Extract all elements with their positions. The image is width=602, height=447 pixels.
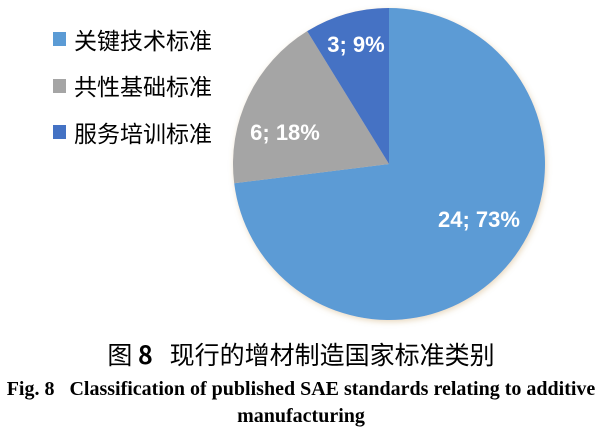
svg-text:24; 73%: 24; 73% bbox=[438, 207, 520, 232]
svg-text:3; 9%: 3; 9% bbox=[327, 32, 384, 57]
svg-text:6; 18%: 6; 18% bbox=[250, 120, 320, 145]
